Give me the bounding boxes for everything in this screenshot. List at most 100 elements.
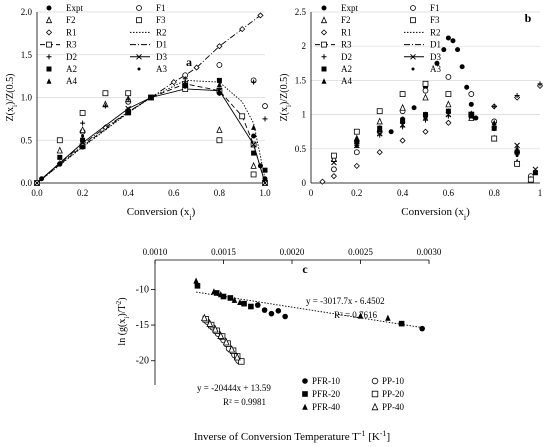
y-tick-label: 1.5: [21, 50, 33, 60]
x-axis-label-part: -1: [359, 429, 366, 438]
data-point: [491, 103, 497, 109]
x-axis-label-part: i: [464, 213, 467, 222]
legend-glyph: [302, 391, 308, 397]
data-point: [399, 103, 406, 111]
series-line: [36, 15, 261, 184]
y-tick-label: 0.5: [295, 144, 307, 154]
data-point: [355, 137, 359, 141]
data-point: [80, 144, 86, 150]
series-pfr-20: [194, 283, 405, 327]
x-tick-label: 1: [538, 188, 543, 198]
data-point: [233, 352, 241, 361]
data-point: [251, 79, 257, 85]
legend-label: A2: [341, 64, 352, 74]
data-point: [182, 80, 188, 87]
data-point: [170, 79, 177, 86]
data-point: [102, 103, 108, 109]
series-a2: [354, 108, 538, 176]
legend-label: D2: [66, 52, 77, 62]
legend-glyph: [321, 54, 327, 60]
data-point: [200, 313, 208, 322]
y-tick-label: 0.5: [21, 135, 33, 145]
legend-label: F1: [430, 3, 440, 13]
data-point: [216, 43, 223, 50]
data-point: [80, 135, 86, 142]
legend-glyph: [46, 66, 52, 72]
data-point: [357, 312, 364, 319]
data-point: [216, 81, 222, 88]
legend: Expt F1 F2 F3 R1 R2 R3 D1 D2 D3 A2 A3 A4: [40, 3, 167, 86]
series-a4: [80, 80, 257, 142]
data-point: [250, 161, 257, 169]
legend-label: A4: [341, 76, 352, 86]
data-point: [377, 126, 383, 133]
legend-glyph: [137, 67, 141, 71]
legend-glyph: [410, 5, 416, 11]
data-point: [401, 116, 405, 120]
data-point: [445, 74, 452, 80]
data-point: [353, 162, 360, 169]
data-point: [257, 163, 263, 169]
fit-annotation: y = -3017.7x - 6.4502: [306, 296, 385, 306]
data-point: [354, 139, 360, 145]
data-point: [262, 103, 268, 109]
y-axis-label: Z(xi)/Z(0.5): [279, 74, 293, 122]
y-tick-label: 0: [302, 178, 307, 188]
data-point: [450, 38, 456, 44]
legend-label: D1: [430, 40, 441, 50]
x-tick-label: 0: [309, 188, 314, 198]
y-axis-label-part: Z(x: [279, 107, 290, 121]
data-point: [250, 171, 257, 178]
data-point: [251, 124, 257, 130]
data-point: [250, 141, 257, 148]
data-point: [125, 96, 131, 102]
data-point: [216, 77, 222, 83]
data-point: [262, 176, 268, 182]
legend-label: A4: [66, 76, 77, 86]
data-point: [206, 319, 214, 327]
legend-label: PP-10: [382, 376, 405, 386]
x-axis-label-part: Conversion (x: [127, 206, 190, 218]
y-axis-label-part: i: [11, 105, 19, 107]
data-point: [231, 296, 238, 303]
series-d3: [331, 111, 539, 173]
series-f3: [330, 80, 534, 183]
y-tick-label: 2.5: [295, 7, 307, 17]
series-f1: [330, 74, 534, 180]
series-d2: [80, 76, 268, 126]
data-point: [423, 112, 428, 119]
data-point: [330, 173, 337, 180]
x-tick-label: 0.6: [168, 188, 180, 198]
x-tick-label: 0.0030: [417, 247, 442, 257]
y-axis-label-part: )/Z(0.5): [279, 74, 290, 105]
data-point: [39, 176, 45, 182]
series-d3: [34, 86, 268, 186]
x-tick-label: 0.2: [77, 188, 88, 198]
data-point: [57, 154, 63, 160]
legend-glyph: [46, 54, 52, 60]
x-tick-label: 1.0: [259, 188, 271, 198]
data-point: [262, 116, 268, 122]
data-point: [532, 170, 538, 176]
data-point: [257, 12, 264, 19]
x-axis-label: Conversion (xi): [401, 206, 470, 222]
data-point: [56, 137, 63, 144]
x-tick-label: 0.0010: [143, 247, 168, 257]
legend-label: R1: [341, 27, 352, 37]
data-point: [445, 108, 451, 114]
data-point: [330, 166, 337, 173]
data-point: [464, 84, 470, 90]
legend-glyph: [321, 66, 327, 72]
data-point: [399, 91, 406, 97]
data-point: [473, 115, 479, 121]
data-point: [398, 320, 405, 327]
data-point: [422, 93, 429, 101]
legend-glyph: [371, 390, 379, 398]
data-point: [217, 87, 221, 91]
x-axis-label-part: Inverse of Conversion Temperature T: [194, 431, 359, 443]
series-pp-40: [200, 313, 241, 361]
data-point: [194, 283, 201, 289]
data-point: [445, 91, 452, 97]
